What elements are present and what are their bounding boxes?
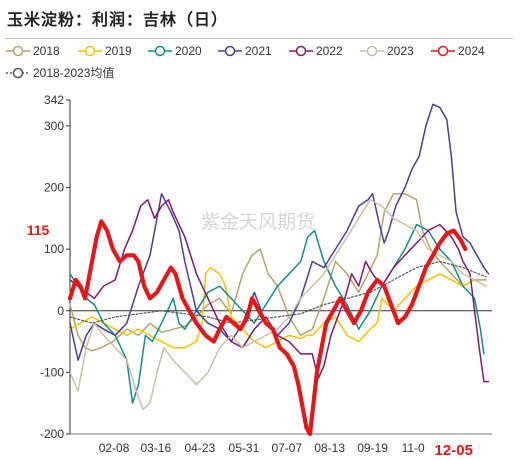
- legend-label: 2020: [175, 44, 202, 58]
- chart-title: 玉米淀粉：利润：吉林（日）: [7, 10, 229, 29]
- x-tick-label: 11-0: [402, 441, 425, 455]
- title-divider: [5, 38, 513, 39]
- legend-marker: [437, 45, 449, 57]
- legend-marker: [224, 45, 236, 57]
- legend-item-2018-2023均值[interactable]: 2018-2023均值: [6, 65, 114, 80]
- y-tick-label: 0: [57, 304, 64, 318]
- legend: 2018 2019 2020 2021 2022 2023 2024 2018-2023均值: [6, 44, 485, 80]
- x-tick-label: 03-16: [140, 441, 171, 455]
- legend-label: 2018-2023均值: [33, 65, 114, 80]
- legend-marker: [12, 45, 24, 57]
- current-value-label: 115: [27, 222, 50, 238]
- x-tick-label: 07-07: [271, 441, 302, 455]
- legend-item-2019[interactable]: 2019: [78, 44, 132, 58]
- watermark: 紫金天风期货: [201, 211, 315, 233]
- legend-label: 2024: [458, 44, 485, 58]
- legend-item-2023[interactable]: 2023: [360, 44, 414, 58]
- x-tick-label: 05-31: [229, 441, 260, 455]
- series-line-2024: [67, 219, 468, 437]
- y-tick-label: 200: [44, 181, 64, 195]
- legend-label: 2022: [316, 44, 343, 58]
- series-line-2022: [69, 199, 490, 383]
- plot-area: [67, 103, 490, 437]
- series-line-2023: [69, 199, 487, 411]
- legend-item-2024[interactable]: 2024: [431, 44, 485, 58]
- y-tick-label: 100: [44, 242, 64, 256]
- series-line-2018-2023均值: [69, 260, 487, 324]
- legend-marker: [366, 45, 378, 57]
- legend-item-2018[interactable]: 2018: [6, 44, 60, 58]
- legend-marker: [154, 45, 166, 57]
- legend-marker: [12, 67, 24, 79]
- legend-marker: [295, 45, 307, 57]
- current-date-label: 12-05: [435, 442, 473, 459]
- y-tick-label: -200: [40, 427, 64, 441]
- legend-label: 2021: [245, 44, 272, 58]
- legend-item-2021[interactable]: 2021: [218, 44, 272, 58]
- legend-label: 2018: [33, 44, 60, 58]
- y-tick-label: 342: [44, 93, 64, 107]
- legend-label: 2019: [105, 44, 132, 58]
- x-tick-label: 08-13: [314, 441, 345, 455]
- x-tick-label: 02-08: [99, 441, 130, 455]
- x-tick-label: 04-23: [184, 441, 215, 455]
- y-axis-labels: 342 300 200 100 0 -100 -200 115: [27, 93, 70, 441]
- legend-item-2022[interactable]: 2022: [289, 44, 343, 58]
- legend-item-2020[interactable]: 2020: [148, 44, 202, 58]
- x-tick-label: 09-19: [357, 441, 388, 455]
- y-tick-label: -100: [40, 365, 64, 379]
- series-line-2021: [69, 103, 490, 361]
- legend-marker: [84, 45, 96, 57]
- series-line-2020: [69, 223, 485, 404]
- legend-label: 2023: [387, 44, 414, 58]
- y-tick-label: 300: [44, 119, 64, 133]
- series-line-2019: [69, 266, 487, 349]
- x-axis-labels: 02-08 03-16 04-23 05-31 07-07 08-13 09-19 11-0 1…: [99, 441, 473, 459]
- axes: [69, 100, 492, 435]
